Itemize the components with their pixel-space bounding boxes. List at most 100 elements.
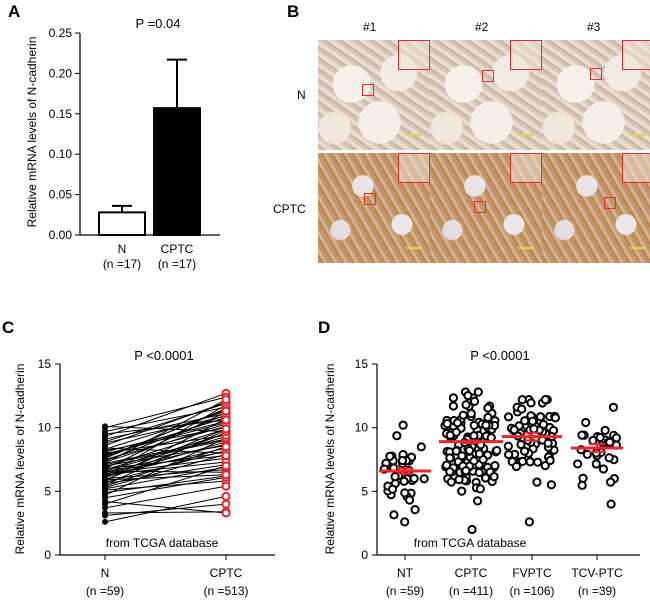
- data-point-cptc: [467, 524, 477, 535]
- data-point-fvptc: [528, 416, 538, 426]
- ihc-image-cptc-3: [542, 153, 650, 263]
- point-n: [102, 455, 108, 462]
- data-point-nt: [419, 474, 429, 484]
- category-label: N: [118, 242, 127, 256]
- data-point-nt: [389, 510, 399, 520]
- pair-line: [104, 465, 227, 505]
- data-point-nt: [397, 455, 408, 466]
- data-point-cptc: [492, 445, 502, 456]
- data-point-nt: [387, 484, 398, 494]
- y-tick-label: 0.25: [49, 26, 73, 40]
- y-tick-label: 5: [44, 484, 51, 498]
- p-value-annotation: P =0.04: [136, 16, 181, 31]
- y-tick-label: 0: [44, 548, 51, 562]
- point-cptc: [221, 461, 231, 471]
- data-point-fvptc: [516, 439, 526, 450]
- category-label: CPTC: [210, 566, 243, 580]
- panel-label-a: A: [8, 2, 21, 21]
- data-point-nt: [410, 505, 420, 515]
- category-label: CPTC: [455, 566, 488, 580]
- chart-d-scatter: 0 5 10 15 NT (n =59) CPTC (n =411) FVPTC (n =106)…: [323, 348, 640, 598]
- pair-line: [104, 476, 227, 499]
- data-point-cptc: [457, 486, 467, 496]
- source-note: from TCGA database: [414, 536, 527, 550]
- pair-line: [104, 455, 227, 469]
- point-n: [102, 483, 108, 490]
- data-point-fvptc: [533, 457, 543, 467]
- data-point-fvptc: [535, 412, 546, 422]
- data-point-fvptc: [504, 449, 514, 460]
- data-point-cptc: [451, 446, 461, 456]
- pair-line: [104, 415, 227, 444]
- data-point-cptc: [461, 466, 471, 476]
- pair-line: [104, 445, 227, 467]
- category-label: NT: [397, 566, 414, 580]
- data-point-fvptc: [526, 398, 536, 408]
- data-point-cptc: [474, 449, 484, 459]
- data-point-nt: [390, 472, 400, 482]
- ihc-image-cptc-2: [430, 153, 542, 263]
- chart-a-bar: 0.000.050.100.150.200.25N(n =17)CPTC(n =…: [25, 16, 220, 271]
- y-tick-label: 5: [361, 484, 368, 498]
- y-axis-label: Relative mRNA levels of N-cadherin: [323, 364, 337, 555]
- point-cptc: [221, 451, 231, 461]
- data-point-cptc: [483, 412, 493, 423]
- ihc-image-n-3: [542, 40, 650, 150]
- data-point-tcv-ptc: [578, 473, 588, 483]
- category-sublabel: (n =106): [509, 584, 554, 598]
- point-n: [102, 431, 108, 438]
- ihc-image-grid: #1 #2 #3 N CPTC: [273, 20, 650, 270]
- y-tick-label: 0.00: [49, 228, 73, 242]
- pair-line: [104, 439, 227, 466]
- point-n: [102, 446, 108, 453]
- pair-line: [104, 436, 227, 472]
- data-point-tcv-ptc: [611, 433, 622, 443]
- y-axis-label: Relative mRNA levels of N-cadherin: [25, 37, 39, 228]
- data-point-fvptc: [517, 395, 527, 405]
- data-point-cptc: [448, 401, 459, 411]
- pair-line: [104, 501, 227, 514]
- pair-line: [104, 495, 227, 523]
- data-point-fvptc: [525, 457, 535, 467]
- point-cptc: [221, 491, 231, 501]
- y-tick-label: 0.10: [49, 147, 73, 161]
- pair-line: [104, 425, 227, 432]
- category-sublabel: (n =513): [203, 584, 248, 598]
- data-point-cptc: [481, 420, 491, 430]
- data-point-nt: [399, 476, 409, 486]
- data-point-cptc: [490, 461, 500, 471]
- pair-line: [104, 427, 227, 452]
- y-tick-label: 0: [361, 548, 368, 562]
- category-label: N: [101, 566, 110, 580]
- ihc-image-n-2: [430, 40, 542, 150]
- point-cptc: [221, 406, 231, 416]
- data-point-cptc: [463, 390, 473, 401]
- data-point-tcv-ptc: [605, 437, 615, 447]
- data-point-fvptc: [546, 480, 556, 490]
- data-point-cptc: [446, 477, 456, 487]
- point-n: [102, 465, 108, 472]
- ihc-column-label: #2: [475, 20, 489, 34]
- pair-line: [104, 447, 227, 454]
- y-tick-label: 10: [38, 421, 52, 435]
- data-point-tcv-ptc: [608, 402, 619, 412]
- point-cptc: [221, 481, 231, 491]
- data-point-tcv-ptc: [606, 499, 616, 509]
- data-point-fvptc: [520, 416, 530, 426]
- point-cptc: [221, 470, 231, 480]
- bar-n: [98, 211, 146, 237]
- panel-label-d: D: [318, 318, 331, 337]
- point-cptc: [221, 508, 231, 518]
- data-point-fvptc: [543, 438, 553, 448]
- y-axis-label: Relative mRNA levels of N-cadherin: [13, 364, 27, 555]
- ihc-row-label: N: [297, 88, 306, 102]
- point-n: [102, 460, 108, 467]
- pair-line: [104, 429, 227, 486]
- data-point-cptc: [489, 472, 499, 482]
- data-point-fvptc: [511, 461, 522, 472]
- y-tick-label: 0.05: [49, 188, 73, 202]
- point-cptc: [221, 424, 231, 434]
- data-point-cptc: [483, 403, 493, 413]
- data-point-tcv-ptc: [598, 464, 609, 474]
- ihc-row-label: CPTC: [273, 202, 306, 216]
